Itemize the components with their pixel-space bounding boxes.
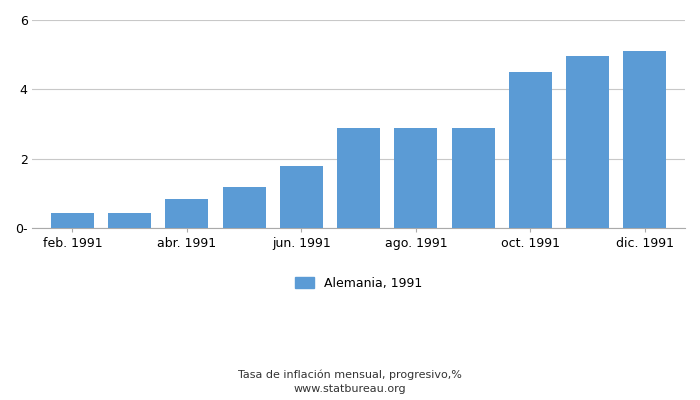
Bar: [452, 128, 495, 228]
Bar: [165, 199, 209, 228]
Legend: Alemania, 1991: Alemania, 1991: [290, 272, 427, 295]
Text: Tasa de inflación mensual, progresivo,%: Tasa de inflación mensual, progresivo,%: [238, 370, 462, 380]
Bar: [566, 56, 609, 228]
Bar: [108, 213, 151, 228]
Bar: [223, 187, 266, 228]
Bar: [280, 166, 323, 228]
Text: www.statbureau.org: www.statbureau.org: [294, 384, 406, 394]
Bar: [509, 72, 552, 228]
Bar: [624, 51, 666, 228]
Bar: [51, 213, 94, 228]
Bar: [337, 128, 380, 228]
Bar: [395, 128, 438, 228]
